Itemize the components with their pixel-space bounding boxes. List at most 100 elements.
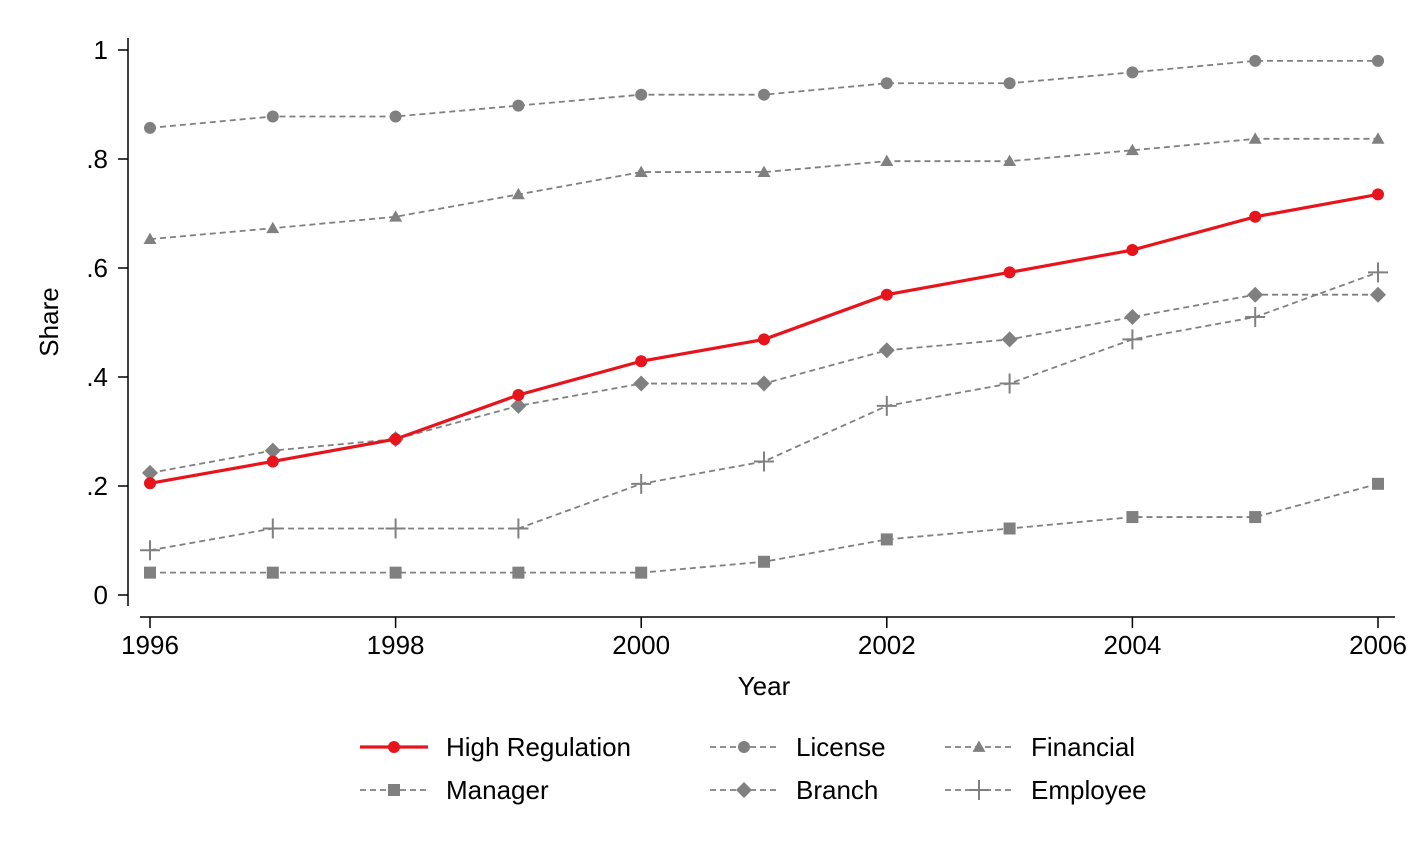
triangle-marker — [1248, 132, 1262, 144]
legend-item: High Regulation — [360, 732, 631, 762]
x-axis-ticks: 1996 1998 2000 2002 2004 2006 — [121, 617, 1407, 660]
plus-marker — [754, 451, 774, 472]
legend-item: Manager — [360, 775, 549, 805]
series-line — [149, 137, 1378, 241]
circle-marker — [388, 741, 400, 753]
triangle-marker — [389, 210, 403, 222]
y-tick-label: 0 — [94, 580, 108, 610]
circle-marker — [1249, 54, 1262, 67]
square-marker — [1003, 522, 1016, 535]
square-marker — [1126, 511, 1139, 524]
legend-item: Branch — [710, 775, 878, 805]
plus-marker — [262, 518, 283, 539]
plus-marker — [876, 395, 897, 416]
legend-label: Branch — [796, 775, 878, 805]
y-tick-label: .6 — [86, 253, 108, 283]
square-marker — [144, 566, 156, 579]
circle-marker — [1126, 244, 1139, 257]
legend-label: High Regulation — [446, 732, 631, 762]
diamond-marker — [736, 782, 752, 798]
square-marker — [1249, 511, 1262, 524]
legend-label: Manager — [446, 775, 549, 805]
x-tick-label: 2000 — [612, 630, 670, 660]
circle-marker — [635, 88, 648, 101]
triangle-marker — [880, 154, 894, 167]
square-marker — [389, 566, 402, 579]
circle-marker — [144, 121, 156, 134]
square-marker — [1372, 477, 1384, 490]
square-marker — [388, 784, 400, 796]
legend-label: Financial — [1031, 732, 1135, 762]
diamond-marker — [142, 464, 158, 481]
circle-marker — [635, 355, 648, 368]
circle-marker — [738, 741, 750, 753]
circle-marker — [144, 477, 156, 490]
legend-item: License — [710, 732, 886, 762]
circle-marker — [389, 110, 402, 123]
square-marker — [266, 566, 279, 579]
plus-marker — [1245, 307, 1266, 328]
series-financial — [143, 132, 1385, 244]
plot-area: 0 .2 .4 .6 .8 1 1996 1998 2000 2002 2004 2006 — [86, 35, 1407, 660]
circle-marker — [389, 433, 402, 446]
diamond-marker — [878, 342, 895, 359]
legend-label: License — [796, 732, 886, 762]
circle-marker — [512, 99, 525, 112]
series-employee — [140, 262, 1388, 561]
triangle-marker — [757, 165, 771, 177]
legend-item: Financial — [945, 732, 1135, 762]
plus-marker — [999, 373, 1020, 394]
triangle-marker — [1371, 132, 1385, 144]
circle-marker — [880, 288, 893, 301]
circle-marker — [1003, 266, 1016, 279]
legend-item: Employee — [945, 775, 1147, 805]
square-marker — [635, 566, 648, 579]
series-manager — [144, 477, 1384, 579]
square-marker — [758, 555, 770, 568]
plus-marker — [631, 473, 652, 494]
y-tick-label: .4 — [86, 362, 108, 392]
circle-marker — [1372, 188, 1384, 201]
series-high-regulation — [144, 188, 1384, 490]
plus-marker — [385, 518, 406, 539]
series-line — [149, 271, 1379, 552]
plus-marker — [508, 518, 529, 539]
y-tick-label: 1 — [94, 35, 108, 65]
legend-label: Employee — [1031, 775, 1147, 805]
diamond-marker — [1124, 309, 1141, 326]
plus-marker — [1122, 329, 1143, 350]
triangle-marker — [634, 165, 648, 177]
x-tick-label: 2004 — [1103, 630, 1161, 660]
x-tick-label: 1996 — [121, 630, 179, 660]
triangle-marker — [972, 740, 986, 752]
circle-marker — [880, 77, 893, 90]
square-marker — [880, 533, 893, 546]
circle-marker — [1126, 66, 1139, 79]
y-tick-label: .2 — [86, 471, 108, 501]
square-marker — [512, 566, 525, 579]
x-axis-title: Year — [738, 671, 791, 701]
triangle-marker — [1125, 143, 1139, 156]
circle-marker — [758, 88, 770, 101]
diamond-marker — [633, 375, 650, 392]
series-license — [144, 54, 1384, 134]
diamond-marker — [264, 442, 281, 459]
x-tick-label: 1998 — [367, 630, 425, 660]
y-axis-ticks: 0 .2 .4 .6 .8 1 — [86, 35, 128, 610]
circle-marker — [266, 455, 279, 468]
diamond-marker — [1247, 286, 1264, 303]
triangle-marker — [1003, 154, 1017, 167]
y-tick-label: .8 — [86, 144, 108, 174]
diamond-marker — [1001, 331, 1018, 348]
legend: High Regulation License Financial Manager Br… — [360, 732, 1147, 805]
diamond-marker — [510, 397, 527, 414]
x-tick-label: 2002 — [858, 630, 916, 660]
plus-marker — [1368, 262, 1388, 283]
plus-marker — [140, 540, 160, 561]
circle-marker — [512, 388, 525, 401]
circle-marker — [266, 110, 279, 123]
circle-marker — [1372, 54, 1384, 67]
y-axis-title: Share — [34, 287, 64, 356]
circle-marker — [1003, 77, 1016, 90]
